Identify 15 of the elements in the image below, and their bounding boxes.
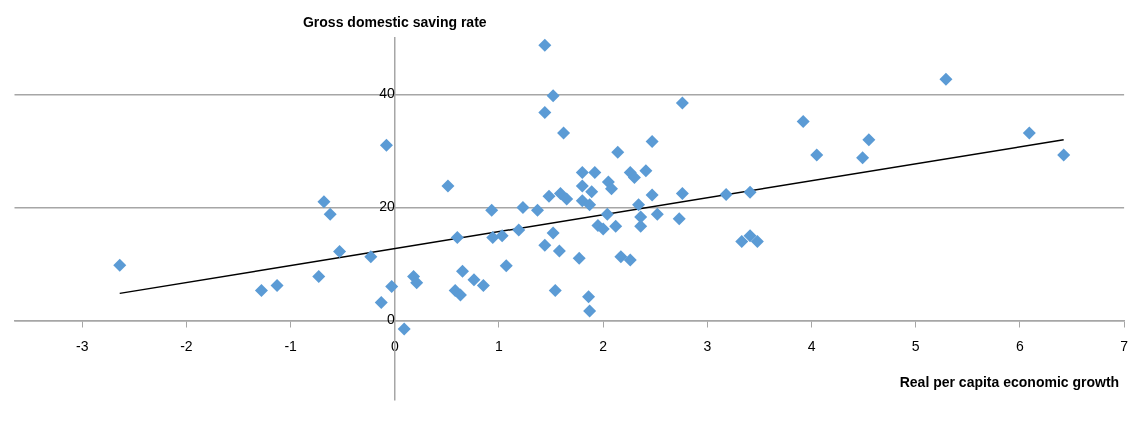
x-tick-label: 7 <box>1120 337 1129 354</box>
y-tick-label: 20 <box>379 198 395 215</box>
y-tick-label: 40 <box>379 85 395 102</box>
y-axis-title: Gross domestic saving rate <box>302 13 487 30</box>
x-tick-label: 5 <box>911 337 920 354</box>
y-tick-label: 0 <box>386 311 395 328</box>
x-tick-label: 6 <box>1016 337 1025 354</box>
x-tick-label: 1 <box>495 337 504 354</box>
x-tick-label: -2 <box>180 337 193 354</box>
x-tick-label: 2 <box>599 337 608 354</box>
x-tick-label: 4 <box>807 337 816 354</box>
x-axis-title: Real per capita economic growth <box>899 374 1120 391</box>
x-tick-label: -3 <box>76 337 89 354</box>
x-tick-label: -1 <box>284 337 298 354</box>
x-tick-label: 3 <box>703 337 712 354</box>
